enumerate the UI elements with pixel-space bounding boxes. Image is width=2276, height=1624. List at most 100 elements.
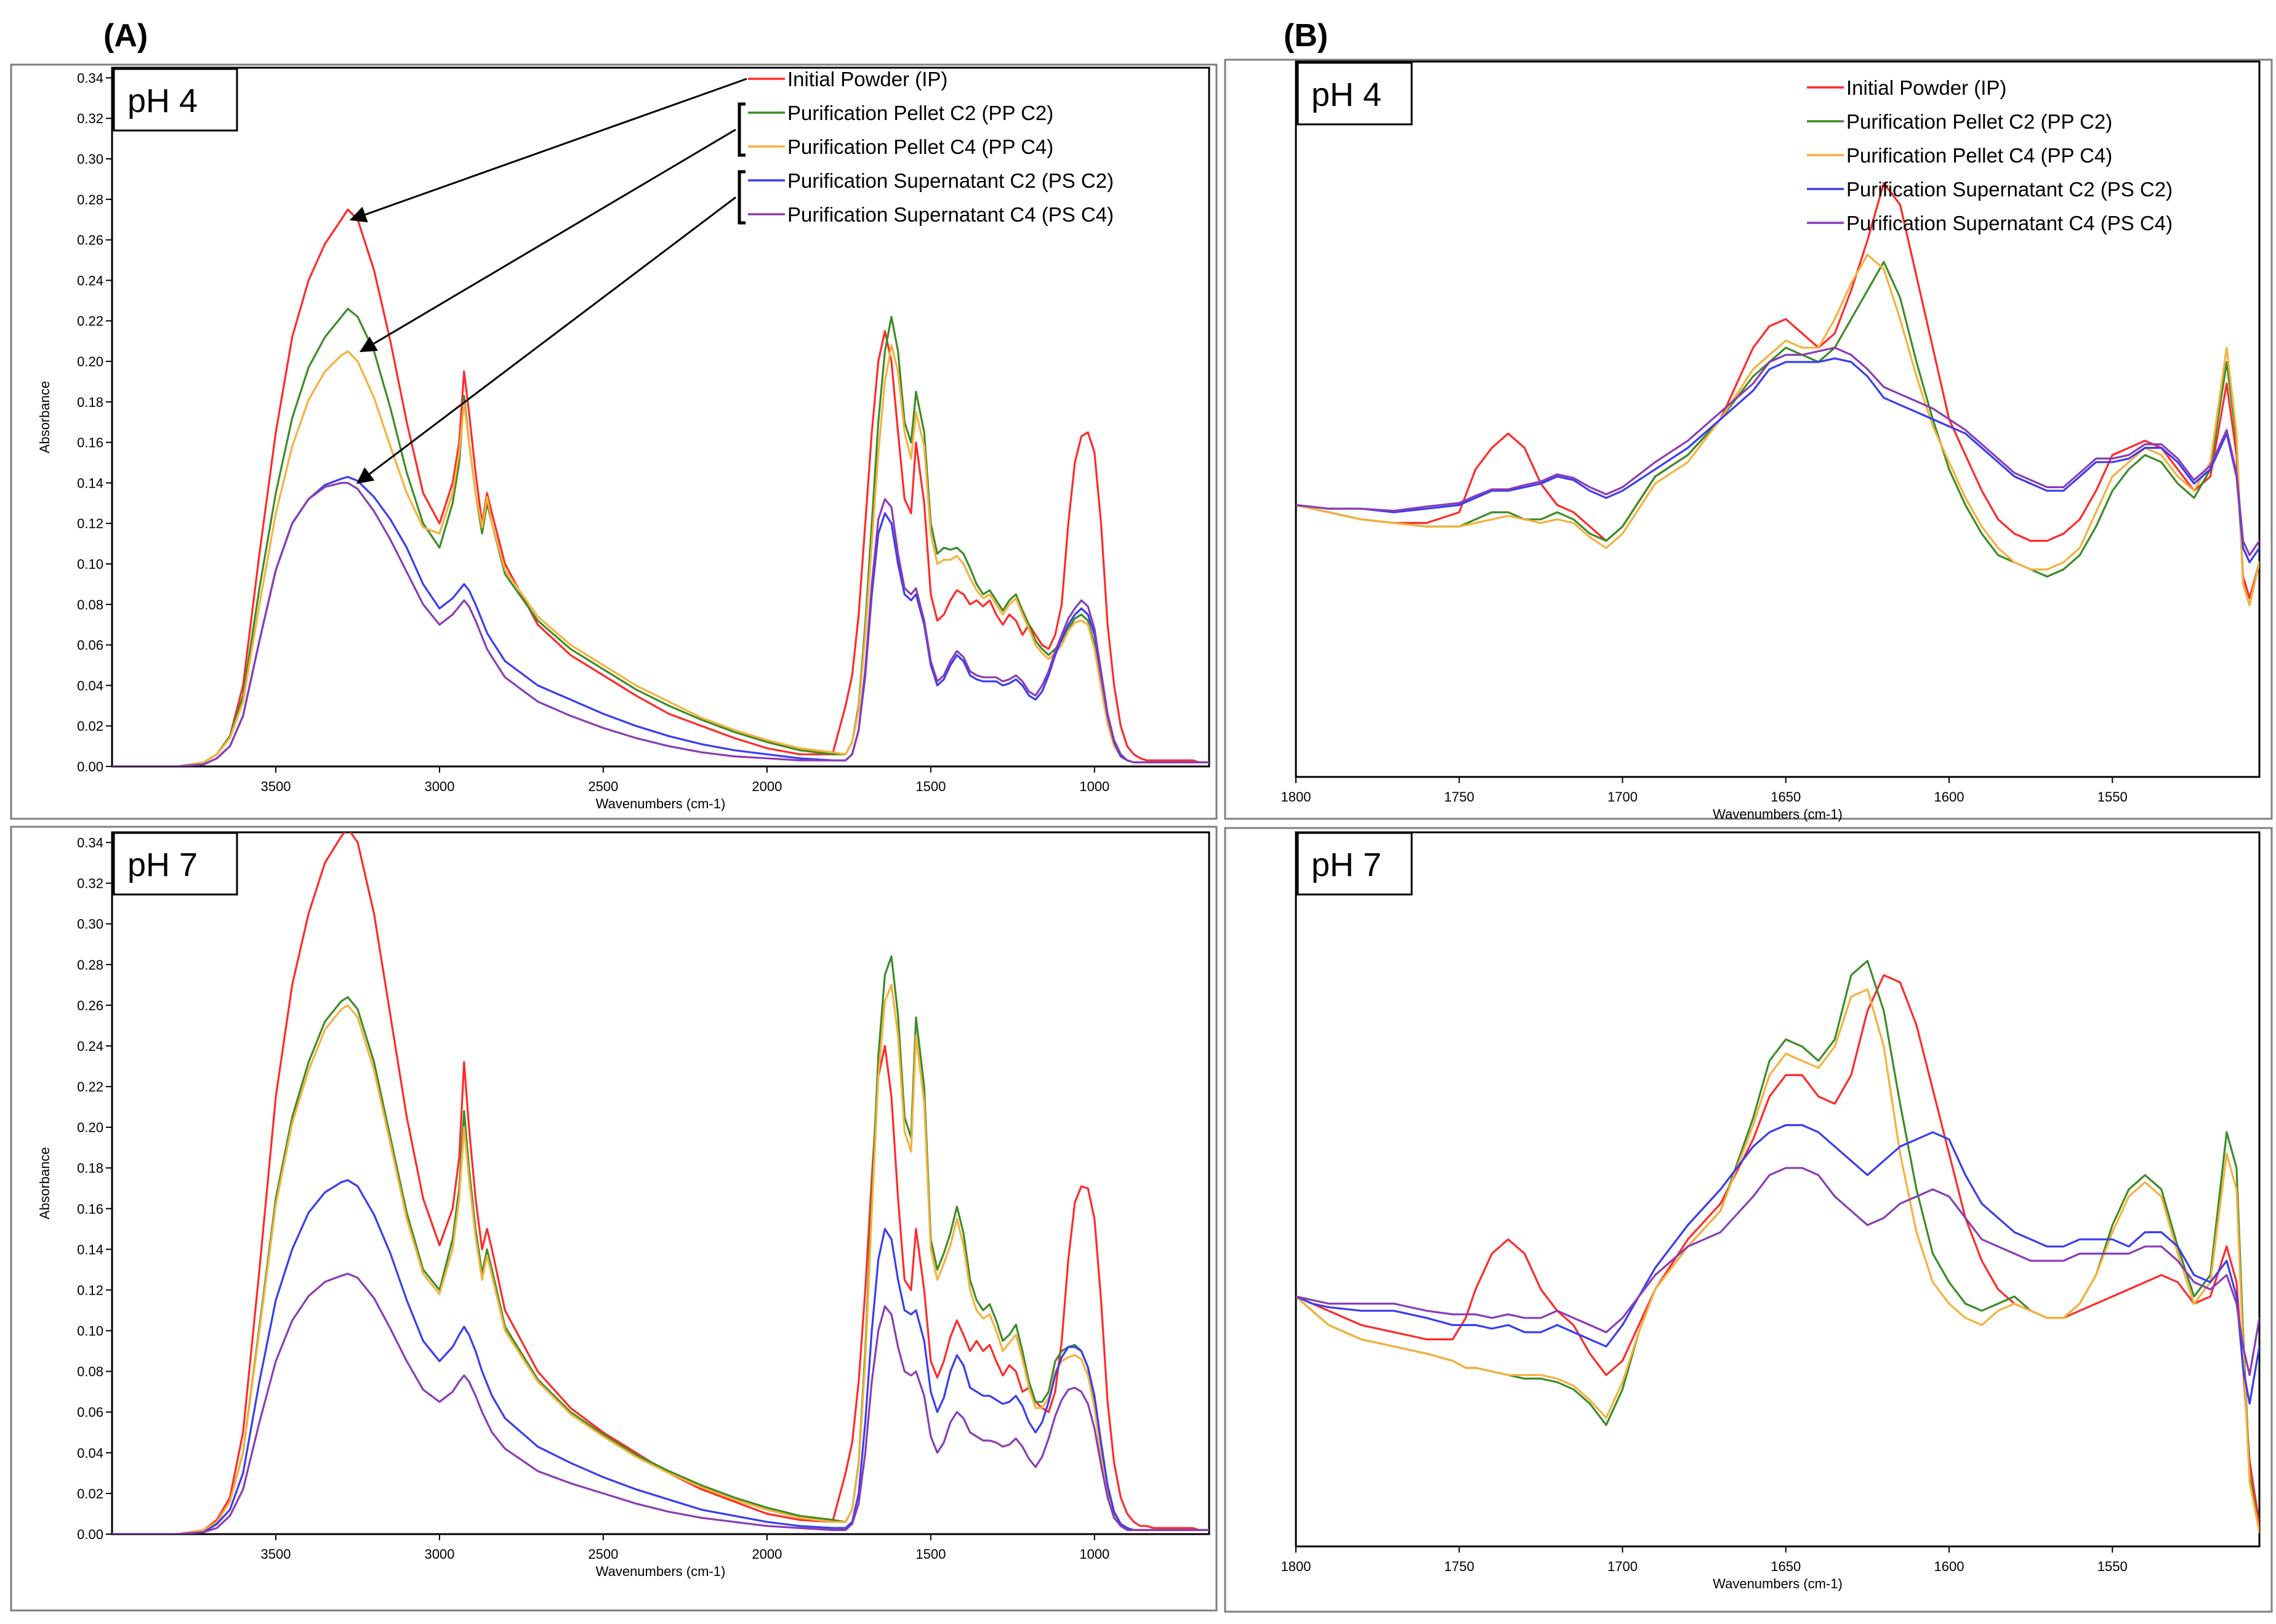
ph-label-box — [1297, 832, 1413, 896]
x-axis-title: Wavenumbers (cm-1) — [596, 1564, 726, 1579]
y-tick-label: 0.14 — [77, 1242, 103, 1257]
series-line-4 — [112, 1179, 1209, 1534]
panel-frame-a-ph7 — [10, 826, 1218, 1612]
y-tick-label: 0.34 — [77, 835, 103, 851]
y-tick-label: 0.28 — [77, 192, 103, 207]
y-tick-label: 0.06 — [77, 1405, 103, 1420]
series-line-4 — [1296, 1124, 2259, 1405]
plot-area — [1295, 831, 2261, 1548]
legend: Initial Powder (IP) Purification Pellet C… — [748, 68, 1114, 226]
series-line-5 — [112, 1272, 1209, 1534]
y-tick-label: 0.14 — [77, 475, 103, 491]
x-tick-label: 1650 — [1771, 1559, 1801, 1574]
series-group — [112, 208, 1209, 766]
y-axis-title: Absorbance — [37, 381, 52, 453]
legend-bracket — [738, 170, 746, 225]
x-tick-label: 2500 — [588, 1546, 618, 1562]
x-tick-label: 2000 — [752, 1546, 782, 1562]
y-tick-label: 0.18 — [77, 1160, 103, 1176]
x-tick-label: 1550 — [2097, 789, 2128, 805]
series-line-1 — [112, 832, 1209, 1534]
y-tick-label: 0.04 — [77, 678, 103, 693]
legend: Initial Powder (IP) Purification Pellet C… — [1807, 76, 2173, 235]
x-tick-label: 1550 — [2097, 1559, 2128, 1574]
panel-frame-a-ph4 — [10, 63, 1218, 820]
x-tick-label: 1700 — [1607, 789, 1638, 805]
ph-label: pH 4 — [127, 82, 198, 119]
y-tick-label: 0.32 — [77, 876, 103, 891]
y-tick-label: 0.12 — [77, 516, 103, 531]
series-group — [1296, 960, 2259, 1534]
series-group — [1296, 182, 2259, 606]
annotation-arrow — [359, 129, 736, 352]
y-tick-label: 0.26 — [77, 233, 103, 248]
legend-label: Purification Supernatant C2 (PS C2) — [787, 169, 1114, 192]
x-tick-label: 1800 — [1281, 789, 1311, 805]
y-tick-label: 0.30 — [77, 151, 103, 167]
x-tick-label: 1750 — [1444, 789, 1474, 805]
plot-area — [111, 66, 1210, 768]
series-line-2 — [1296, 260, 2259, 606]
y-tick-label: 0.32 — [77, 111, 103, 126]
plot-area — [1295, 60, 2261, 778]
x-tick-label: 3000 — [424, 779, 454, 794]
plot-area — [111, 831, 1210, 1535]
y-tick-label: 0.02 — [77, 1486, 103, 1501]
y-tick-label: 0.04 — [77, 1445, 103, 1461]
series-line-5 — [1296, 1167, 2259, 1377]
x-tick-label: 1750 — [1444, 1559, 1474, 1574]
legend-label: Purification Pellet C2 (PP C2) — [1846, 110, 2112, 133]
y-tick-label: 0.00 — [77, 1527, 103, 1542]
x-tick-label: 1600 — [1934, 789, 1964, 805]
y-tick-label: 0.30 — [77, 917, 103, 932]
series-line-3 — [1296, 988, 2259, 1534]
panel-frame-b-ph7 — [1224, 827, 2273, 1613]
panel-label-a: (A) — [103, 18, 148, 54]
y-tick-label: 0.20 — [77, 354, 103, 369]
ph-label: pH 7 — [1311, 846, 1381, 883]
series-line-1 — [1296, 974, 2259, 1526]
x-tick-label: 3000 — [424, 1546, 454, 1562]
series-line-5 — [112, 481, 1209, 766]
chart-b-ph7: 1800 1750 1700 1650 1600 1550 Wavenumbers (cm-… — [1281, 831, 2261, 1591]
y-tick-label: 0.20 — [77, 1120, 103, 1135]
y-tick-label: 0.00 — [77, 759, 103, 774]
legend-bracket — [738, 102, 746, 157]
x-tick-label: 1650 — [1771, 789, 1801, 805]
ph-label-box — [113, 68, 238, 132]
x-tick-label: 1000 — [1079, 779, 1109, 794]
y-tick-label: 0.22 — [77, 313, 103, 329]
legend-label: Purification Supernatant C2 (PS C2) — [1846, 178, 2173, 201]
panel-frame-b-ph4 — [1224, 58, 2273, 820]
annotation-arrow — [349, 78, 747, 223]
y-tick-label: 0.10 — [77, 1324, 103, 1339]
x-tick-label: 1000 — [1079, 1546, 1109, 1562]
chart-a-ph4: 3500 3000 2500 2000 1500 1000 Wavenumbers (cm-… — [37, 66, 1210, 811]
x-axis-title: Wavenumbers (cm-1) — [596, 796, 726, 811]
y-tick-label: 0.24 — [77, 1039, 103, 1054]
y-tick-label: 0.08 — [77, 597, 103, 613]
chart-a-ph7: 3500 3000 2500 2000 1500 1000 Wavenumbers (cm-… — [37, 831, 1210, 1579]
legend-label: Purification Pellet C4 (PP C4) — [787, 135, 1053, 158]
x-tick-label: 3500 — [260, 779, 291, 794]
legend-label: Purification Pellet C2 (PP C2) — [787, 102, 1053, 124]
legend-label: Purification Pellet C4 (PP C4) — [1846, 144, 2112, 167]
x-axis-title: Wavenumbers (cm-1) — [1713, 1576, 1843, 1591]
ph-label-box — [1297, 62, 1413, 126]
legend-label: Purification Supernatant C4 (PS C4) — [787, 203, 1114, 226]
y-tick-label: 0.24 — [77, 273, 103, 288]
series-line-1 — [112, 208, 1209, 766]
series-line-3 — [112, 344, 1209, 766]
x-tick-label: 1600 — [1934, 1559, 1964, 1574]
y-tick-label: 0.08 — [77, 1364, 103, 1380]
y-axis-title: Absorbance — [37, 1147, 52, 1219]
y-tick-label: 0.34 — [77, 70, 103, 86]
legend-label: Initial Powder (IP) — [787, 68, 947, 90]
series-line-1 — [1296, 182, 2259, 600]
y-tick-label: 0.22 — [77, 1079, 103, 1095]
x-tick-label: 3500 — [260, 1546, 291, 1562]
y-tick-label: 0.12 — [77, 1282, 103, 1298]
y-tick-label: 0.02 — [77, 718, 103, 734]
x-tick-label: 2000 — [752, 779, 782, 794]
legend-label: Purification Supernatant C4 (PS C4) — [1846, 212, 2173, 235]
